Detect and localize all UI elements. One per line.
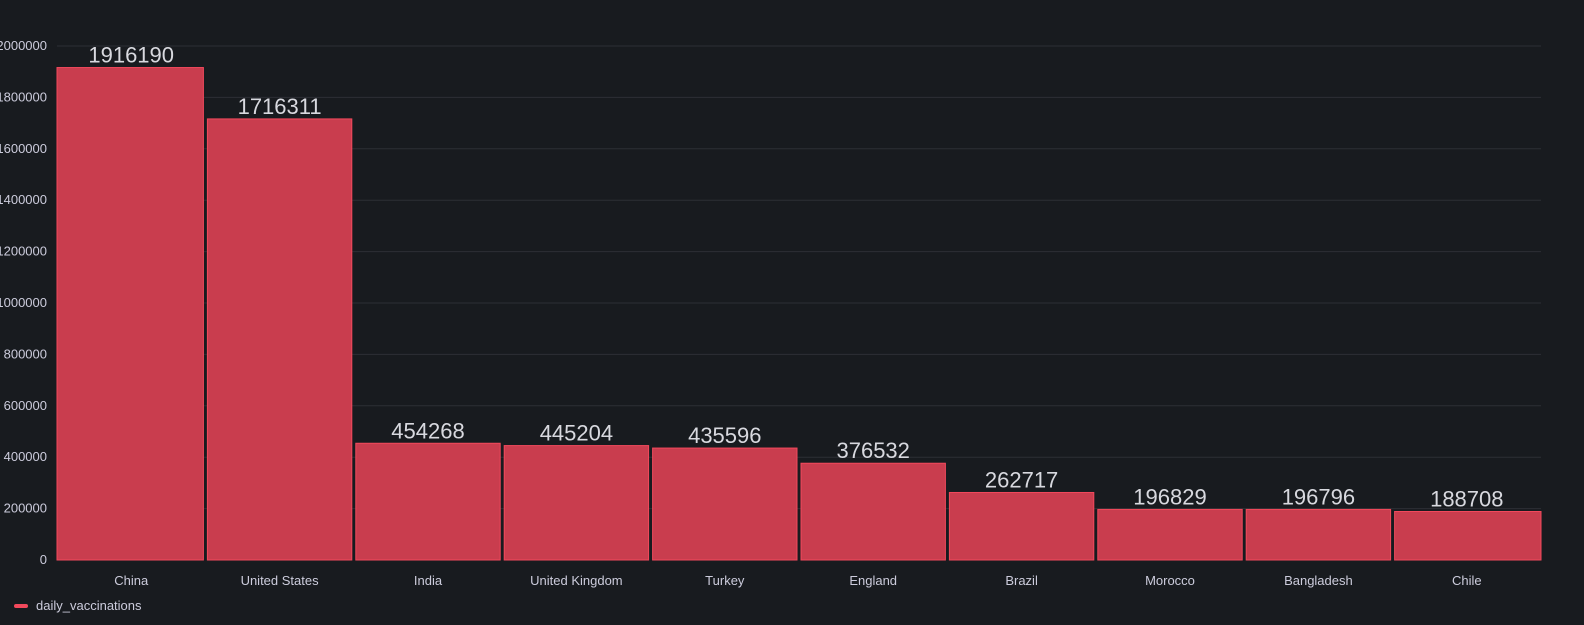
bar-value-label: 435596 (688, 423, 761, 448)
x-tick-label: India (414, 573, 443, 588)
y-tick-label: 0 (40, 552, 47, 567)
bar-value-label: 454268 (391, 418, 464, 443)
legend-label[interactable]: daily_vaccinations (36, 598, 142, 613)
bar-value-label: 1716311 (238, 94, 322, 119)
x-tick-label: Brazil (1005, 573, 1038, 588)
x-tick-label: Morocco (1145, 573, 1195, 588)
y-tick-label: 600000 (4, 398, 47, 413)
bar-value-label: 188708 (1430, 487, 1503, 512)
bar[interactable] (800, 462, 946, 561)
bar[interactable] (948, 491, 1095, 561)
x-tick-label: Chile (1452, 573, 1482, 588)
bar-value-label: 445204 (540, 421, 613, 446)
bar-value-label: 196829 (1133, 484, 1206, 509)
x-tick-label: Turkey (705, 573, 745, 588)
y-tick-label: 1400000 (0, 192, 47, 207)
x-tick-label: United Kingdom (530, 573, 623, 588)
y-tick-label: 1000000 (0, 295, 47, 310)
x-tick-label: England (849, 573, 897, 588)
y-tick-label: 1600000 (0, 141, 47, 156)
bar-value-label: 196796 (1282, 484, 1355, 509)
bar[interactable] (1394, 511, 1542, 561)
bar[interactable] (355, 442, 501, 561)
bar[interactable] (652, 447, 798, 561)
y-tick-label: 400000 (4, 449, 47, 464)
legend-line-swatch-icon (14, 603, 28, 608)
x-tick-label: Bangladesh (1284, 573, 1353, 588)
x-tick-label: China (114, 573, 149, 588)
y-tick-label: 1800000 (0, 89, 47, 104)
bar-value-label: 376532 (836, 438, 909, 463)
legend[interactable]: daily_vaccinations (14, 598, 142, 613)
bar[interactable] (1097, 508, 1243, 561)
bar-value-label: 262717 (985, 467, 1058, 492)
bar[interactable] (503, 445, 650, 561)
y-tick-label: 2000000 (0, 38, 47, 53)
y-tick-label: 1200000 (0, 244, 47, 259)
bar[interactable] (206, 118, 353, 561)
bar[interactable] (1245, 508, 1392, 561)
x-tick-label: United States (241, 573, 320, 588)
y-tick-label: 800000 (4, 346, 47, 361)
bar[interactable] (56, 67, 204, 561)
y-tick-label: 200000 (4, 501, 47, 516)
bar-value-label: 1916190 (88, 43, 174, 68)
